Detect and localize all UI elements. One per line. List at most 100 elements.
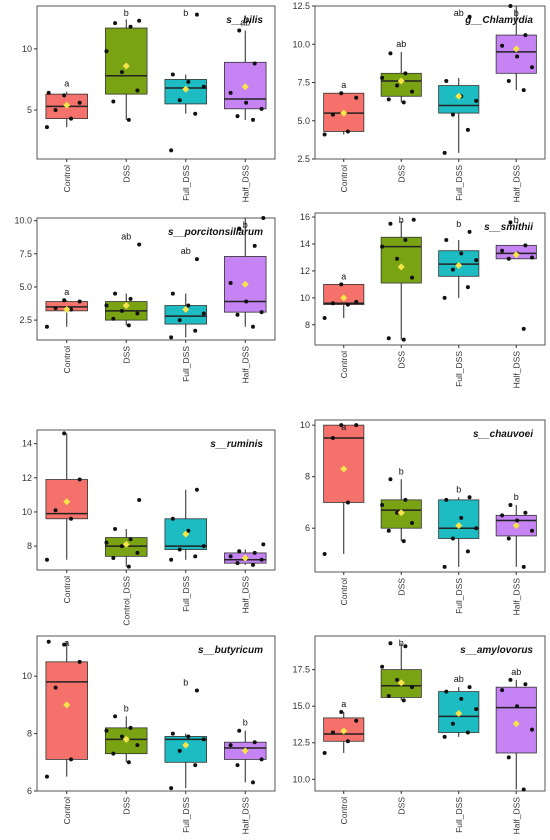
data-point xyxy=(523,243,528,248)
data-point xyxy=(235,763,240,768)
data-point xyxy=(395,677,400,682)
x-tick-label: Full_DSS xyxy=(181,346,191,382)
significance-label: a xyxy=(64,79,69,89)
y-tick-label: 8 xyxy=(305,320,310,330)
data-point xyxy=(135,550,140,555)
data-point xyxy=(53,108,58,113)
significance-label: b xyxy=(183,678,188,688)
data-point xyxy=(330,301,335,306)
data-point xyxy=(467,229,472,234)
data-point xyxy=(442,150,447,155)
data-point xyxy=(228,90,233,95)
x-tick-label: Control xyxy=(62,165,72,193)
data-point xyxy=(44,774,49,779)
x-tick-label: Control xyxy=(62,346,72,374)
data-point xyxy=(77,299,82,304)
box xyxy=(105,27,148,95)
data-point xyxy=(104,303,109,308)
data-point xyxy=(119,734,124,739)
x-tick-label: Control xyxy=(339,797,349,825)
data-point xyxy=(444,689,449,694)
mean-marker xyxy=(340,294,348,302)
box xyxy=(164,736,207,763)
y-tick-label: 5 xyxy=(27,105,32,115)
data-point xyxy=(508,503,513,508)
data-point xyxy=(119,70,124,75)
data-point xyxy=(474,258,479,263)
data-point xyxy=(465,549,470,554)
x-tick-label: DSS xyxy=(396,578,406,596)
data-point xyxy=(111,556,116,561)
data-point xyxy=(194,12,199,17)
box xyxy=(495,686,537,754)
data-point xyxy=(69,757,74,762)
data-point xyxy=(169,335,174,340)
y-tick-label: 10.0 xyxy=(292,39,310,49)
panel-title: s__butyricum xyxy=(198,645,263,656)
x-tick-label: Control xyxy=(62,576,72,604)
mean-marker xyxy=(122,540,130,548)
data-point xyxy=(474,707,479,712)
data-point xyxy=(521,564,526,569)
data-point xyxy=(442,734,447,739)
y-tick-label: 7.5 xyxy=(297,78,310,88)
data-point xyxy=(250,324,255,329)
data-point xyxy=(177,547,182,552)
mean-marker xyxy=(122,735,130,743)
panel-frame xyxy=(314,635,546,792)
panel-title: g__Chlamydia xyxy=(464,15,533,26)
data-point xyxy=(44,557,49,562)
x-tick-label: Full_DSS xyxy=(181,576,191,612)
data-point xyxy=(345,129,350,134)
data-point xyxy=(228,280,233,285)
data-point xyxy=(380,244,385,249)
significance-label: b xyxy=(183,8,188,18)
data-point xyxy=(113,291,118,296)
data-point xyxy=(201,544,206,549)
y-tick-label: 6 xyxy=(305,523,310,533)
x-tick-label: Control xyxy=(339,165,349,193)
data-point xyxy=(515,518,520,523)
data-point xyxy=(465,730,470,735)
mean-marker xyxy=(241,280,249,288)
data-point xyxy=(500,688,505,693)
data-point xyxy=(388,641,393,646)
data-point xyxy=(508,4,513,8)
panel-title: s__porcitonsillarum xyxy=(168,227,263,238)
data-point xyxy=(201,84,206,89)
data-point xyxy=(111,316,116,321)
data-point xyxy=(474,98,479,103)
y-tick-label: 10 xyxy=(22,671,32,681)
data-point xyxy=(111,751,116,756)
data-point xyxy=(135,743,140,748)
data-point xyxy=(444,78,449,83)
data-point xyxy=(530,727,535,732)
data-point xyxy=(444,497,449,502)
data-point xyxy=(259,757,264,762)
data-point xyxy=(77,100,82,105)
data-point xyxy=(128,296,133,301)
data-point xyxy=(322,132,327,137)
data-point xyxy=(259,106,264,111)
data-point xyxy=(354,718,359,723)
data-point xyxy=(515,54,520,59)
data-point xyxy=(403,237,408,242)
data-point xyxy=(250,780,255,785)
data-point xyxy=(506,256,511,261)
data-point xyxy=(500,43,505,48)
data-point xyxy=(137,242,142,247)
data-point xyxy=(506,536,511,541)
data-point xyxy=(386,693,391,698)
mean-marker xyxy=(340,465,348,473)
y-tick-label: 12.5 xyxy=(292,1,310,11)
y-tick-label: 12 xyxy=(300,266,310,276)
panel-frame xyxy=(314,212,546,346)
data-point xyxy=(403,644,408,649)
data-point xyxy=(228,554,233,559)
data-point xyxy=(401,539,406,544)
data-point xyxy=(410,275,415,280)
significance-label: a xyxy=(341,699,346,709)
